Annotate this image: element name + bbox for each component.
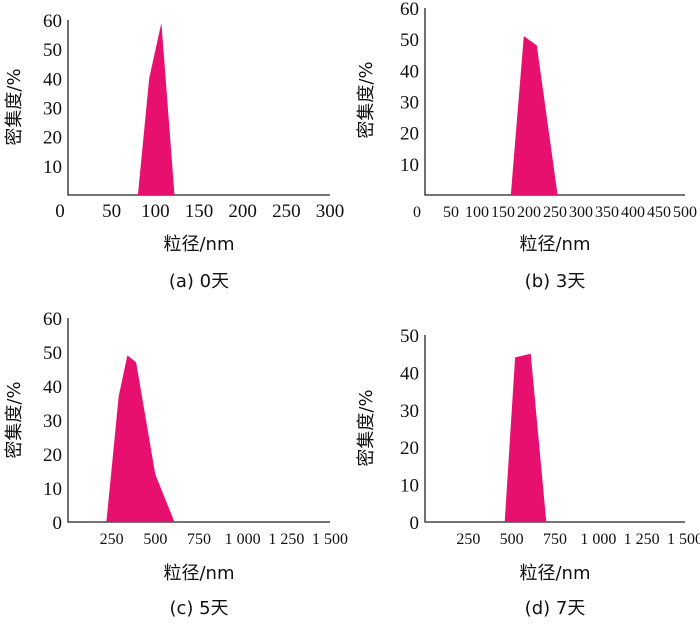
y-tick-label-a: 30 — [43, 99, 62, 120]
y-tick-label-a: 60 — [43, 11, 62, 32]
y-tick-label-b: 10 — [400, 155, 419, 176]
axes-d — [424, 335, 685, 523]
y-ticks-c: 0 10 20 30 40 50 60 — [43, 309, 62, 534]
y-tick-label-b: 40 — [400, 61, 419, 82]
x-tick-label-a: 100 — [141, 201, 170, 222]
y-tick-label-a: 40 — [43, 69, 62, 90]
x-tick-label-c: 750 — [187, 531, 211, 548]
x-ticks-b: 0 50 100 150 200 250 300 350 400 450 500 — [413, 204, 697, 221]
axes-c — [67, 318, 330, 523]
y-tick-label-d: 0 — [410, 513, 420, 534]
x-tick-label-d: 1 250 — [624, 531, 660, 548]
x-tick-label-d: 1 000 — [580, 531, 616, 548]
y-tick-label-d: 50 — [400, 326, 419, 347]
y-tick-label-d: 20 — [400, 438, 419, 459]
x-tick-label-b: 400 — [621, 204, 645, 221]
y-tick-label-c: 60 — [43, 309, 62, 330]
x-tick-label-b: 0 — [413, 204, 421, 221]
x-tick-label-d: 750 — [543, 531, 567, 548]
y-label-d: 密集度/% — [356, 389, 377, 466]
x-tick-label-d: 500 — [500, 531, 524, 548]
y-tick-label-c: 30 — [43, 411, 62, 432]
panel-d: 250 500 750 1 000 1 250 1 500 0 10 20 30 40 50 粒径/… — [356, 326, 700, 619]
caption-d: (d) 7天 — [525, 598, 586, 619]
y-label-b: 密集度/% — [356, 61, 377, 138]
x-ticks-a: 0 50 100 150 200 250 300 — [55, 201, 344, 222]
y-tick-label-a: 50 — [43, 40, 62, 61]
x-ticks-c: 250 500 750 1 000 1 250 1 500 — [100, 531, 348, 548]
y-tick-label-b: 20 — [400, 124, 419, 145]
y-tick-label-c: 0 — [53, 513, 63, 534]
x-tick-label-b: 50 — [443, 204, 459, 221]
x-tick-label-a: 250 — [272, 201, 301, 222]
axes-a — [67, 20, 330, 196]
x-tick-label-b: 300 — [569, 204, 593, 221]
x-label-b: 粒径/nm — [519, 234, 590, 255]
caption-c: (c) 5天 — [169, 598, 228, 619]
x-tick-label-d: 1 500 — [667, 531, 700, 548]
y-tick-label-b: 60 — [400, 0, 419, 20]
x-tick-label-b: 500 — [673, 204, 697, 221]
y-label-c: 密集度/% — [4, 381, 25, 458]
y-tick-label-a: 20 — [43, 128, 62, 149]
y-tick-label-d: 10 — [400, 476, 419, 497]
x-tick-label-b: 350 — [595, 204, 619, 221]
area-a — [137, 22, 175, 196]
panel-c: 250 500 750 1 000 1 250 1 500 0 10 20 30 40 50 60 粒… — [4, 309, 348, 619]
y-tick-label-c: 40 — [43, 377, 62, 398]
y-ticks-b: 10 20 30 40 50 60 — [400, 0, 419, 176]
panel-b: 0 50 100 150 200 250 300 350 400 450 500 10 20 30 40 5… — [356, 0, 697, 292]
area-c — [106, 355, 175, 522]
area-d — [504, 353, 547, 522]
x-tick-label-a: 150 — [185, 201, 214, 222]
x-tick-label-b: 250 — [543, 204, 567, 221]
panel-a: 0 50 100 150 200 250 300 10 20 30 40 50 60 粒径/nm 密集… — [4, 11, 344, 292]
x-label-d: 粒径/nm — [519, 563, 590, 584]
y-tick-label-d: 30 — [400, 401, 419, 422]
x-tick-label-a: 0 — [55, 201, 65, 222]
x-tick-label-b: 200 — [517, 204, 541, 221]
x-ticks-d: 250 500 750 1 000 1 250 1 500 — [456, 531, 700, 548]
x-tick-label-a: 200 — [228, 201, 257, 222]
y-tick-label-c: 20 — [43, 445, 62, 466]
x-tick-label-c: 250 — [100, 531, 124, 548]
y-tick-label-a: 10 — [43, 157, 62, 178]
y-label-a: 密集度/% — [4, 68, 25, 145]
x-tick-label-b: 450 — [647, 204, 671, 221]
x-tick-label-b: 150 — [491, 204, 515, 221]
y-tick-label-c: 10 — [43, 479, 62, 500]
y-ticks-a: 10 20 30 40 50 60 — [43, 11, 62, 178]
x-tick-label-a: 300 — [316, 201, 345, 222]
y-tick-label-b: 30 — [400, 93, 419, 114]
area-b — [510, 36, 558, 195]
x-tick-label-c: 1 000 — [225, 531, 261, 548]
x-tick-label-b: 100 — [465, 204, 489, 221]
y-ticks-d: 0 10 20 30 40 50 — [400, 326, 419, 534]
axes-b — [424, 8, 685, 196]
x-label-c: 粒径/nm — [163, 563, 234, 584]
y-tick-label-d: 40 — [400, 363, 419, 384]
x-tick-label-c: 1 500 — [312, 531, 348, 548]
caption-a: (a) 0天 — [169, 271, 229, 292]
y-tick-label-b: 50 — [400, 30, 419, 51]
x-tick-label-a: 50 — [102, 201, 121, 222]
y-tick-label-c: 50 — [43, 343, 62, 364]
x-label-a: 粒径/nm — [163, 234, 234, 255]
x-tick-label-c: 500 — [143, 531, 167, 548]
caption-b: (b) 3天 — [525, 271, 586, 292]
x-tick-label-d: 250 — [456, 531, 480, 548]
x-tick-label-c: 1 250 — [268, 531, 304, 548]
